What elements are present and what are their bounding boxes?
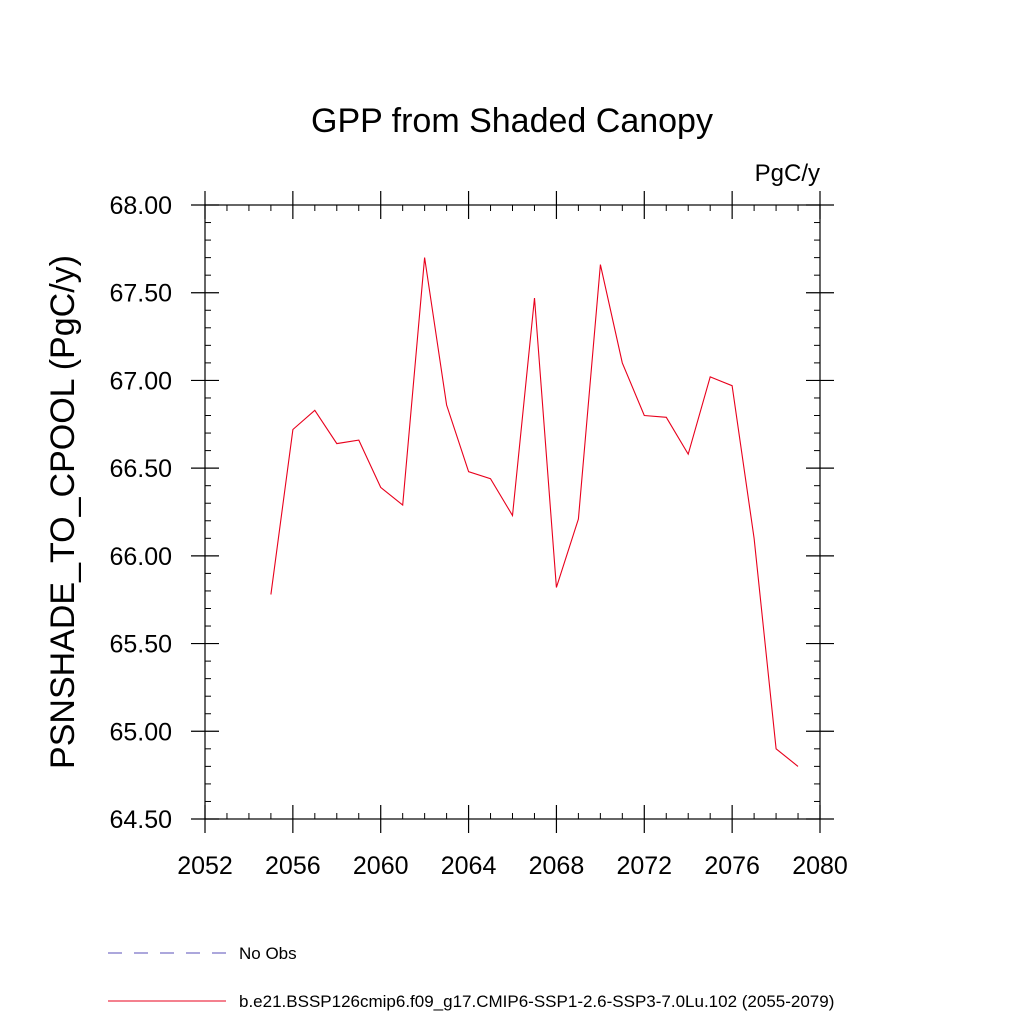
- x-tick-labels: 2052 2056 2060 2064 2068 2072 2076 2080: [177, 852, 848, 880]
- y-tick-label: 66.50: [109, 455, 172, 483]
- x-tick-label: 2064: [441, 852, 497, 880]
- y-tick-label: 67.00: [109, 367, 172, 395]
- minor-ticks: [205, 205, 820, 819]
- legend: No Obs b.e21.BSSP126cmip6.f09_g17.CMIP6-S…: [108, 944, 834, 1011]
- legend-label: b.e21.BSSP126cmip6.f09_g17.CMIP6-SSP1-2.…: [239, 992, 834, 1011]
- units-label: PgC/y: [755, 160, 820, 187]
- y-tick-label: 64.50: [109, 806, 172, 834]
- x-tick-label: 2068: [529, 852, 585, 880]
- y-tick-label: 66.00: [109, 543, 172, 571]
- series-group: [270, 257, 799, 767]
- y-tick-label: 67.50: [109, 280, 172, 308]
- x-tick-label: 2056: [265, 852, 321, 880]
- x-tick-label: 2052: [177, 852, 233, 880]
- series-line: [270, 257, 799, 767]
- y-tick-labels: 64.50 65.00 65.50 66.00 66.50 67.00 67.50 68.00: [109, 192, 172, 834]
- y-tick-label: 65.50: [109, 631, 172, 659]
- y-axis-label: PSNSHADE_TO_CPOOL (PgC/y): [44, 255, 82, 769]
- x-tick-label: 2072: [616, 852, 672, 880]
- x-tick-label: 2060: [353, 852, 409, 880]
- y-tick-label: 65.00: [109, 718, 172, 746]
- x-tick-label: 2076: [704, 852, 760, 880]
- y-tick-label: 68.00: [109, 192, 172, 220]
- chart-title: GPP from Shaded Canopy: [311, 102, 713, 140]
- legend-label: No Obs: [239, 944, 297, 963]
- major-ticks: [191, 191, 834, 833]
- x-tick-label: 2080: [792, 852, 848, 880]
